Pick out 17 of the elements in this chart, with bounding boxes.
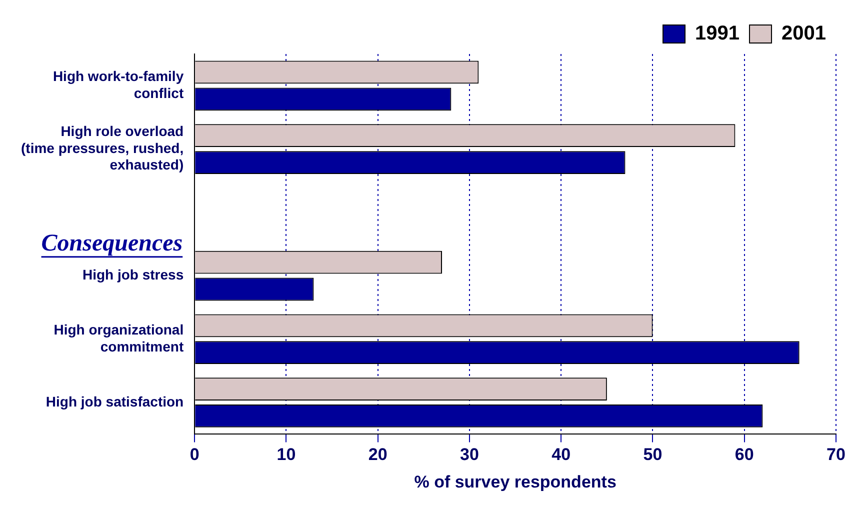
y-tick-label: High job satisfaction — [46, 393, 184, 410]
text: Consequences — [41, 230, 183, 256]
x-tick-label: 20 — [368, 445, 388, 464]
x-tick-label: 0 — [190, 445, 200, 464]
x-tick-label: 40 — [552, 445, 571, 464]
x-tick-label: 60 — [734, 445, 754, 464]
x-tick-label: 30 — [460, 445, 479, 464]
x-axis-title: % of survey respondents — [414, 472, 616, 492]
x-tick-label: 50 — [643, 445, 662, 464]
x-tick-label: 70 — [826, 445, 846, 464]
y-tick-label: High work-to-family conflict — [52, 68, 184, 101]
y-tick-label: High job stress — [82, 266, 184, 283]
legend-label: 2001 — [782, 22, 826, 45]
legend-label: 1991 — [695, 22, 740, 45]
y-tick-label: High role overload (time pressures, rushed, exhausted) — [20, 123, 184, 173]
y-tick-label: High organizational commitment — [54, 322, 184, 354]
x-tick-label: 10 — [276, 445, 296, 464]
